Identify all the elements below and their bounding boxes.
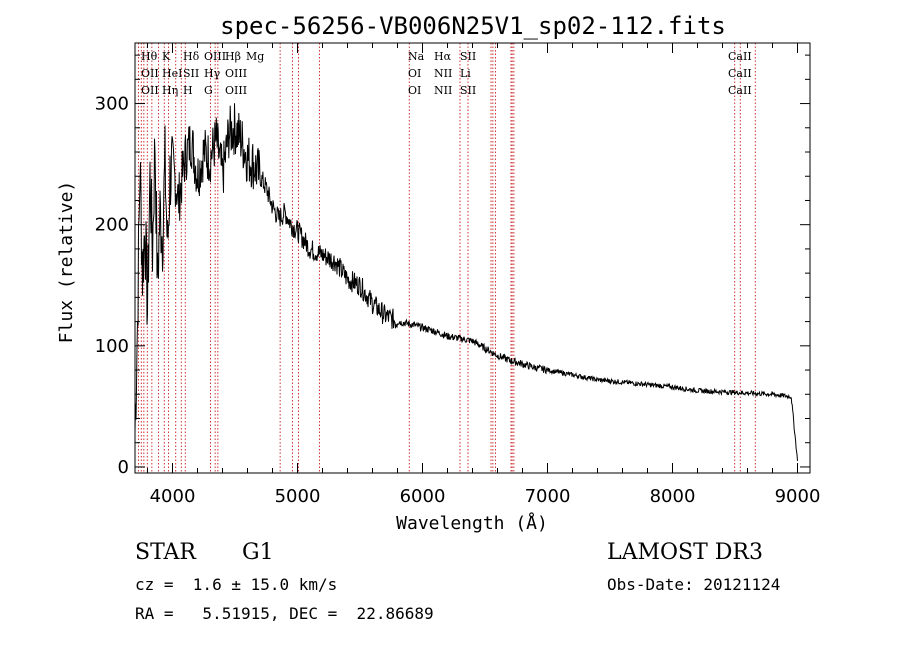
y-axis: 0 100 200 300 [95, 54, 810, 478]
survey-name: LAMOST DR3 [607, 540, 763, 565]
emission-line-label: OI [408, 67, 421, 80]
emission-line-label: Li [460, 67, 471, 80]
emission-line-label: Hγ [204, 67, 221, 80]
x-tick-label: 5000 [275, 486, 321, 507]
flux-series-line [134, 103, 798, 461]
emission-line-label: Hα [434, 50, 452, 63]
y-tick-label: 0 [118, 457, 129, 478]
emission-line-label: K [162, 50, 171, 63]
x-tick-label: 9000 [775, 486, 821, 507]
y-axis-label: Flux (relative) [56, 181, 77, 344]
emission-line-label: H [183, 84, 193, 97]
object-subclass: G1 [242, 540, 274, 565]
emission-line-label: Hη [162, 84, 178, 97]
y-tick-label: 100 [95, 336, 129, 357]
emission-line-label: Hβ [225, 50, 241, 63]
plot-frame [134, 42, 811, 474]
object-type: STAR [135, 540, 196, 565]
x-axis: 4000 5000 6000 7000 8000 9000 [147, 43, 821, 507]
emission-line-label: SII [460, 50, 476, 63]
emission-line-label: Hθ [141, 50, 158, 63]
x-tick-label: 4000 [150, 486, 196, 507]
emission-line-label: OIII [204, 50, 226, 63]
emission-line-label: NII [434, 67, 452, 80]
emission-line-label: NII [434, 84, 452, 97]
emission-line-label: OI [408, 84, 421, 97]
x-axis-label: Wavelength (Å) [396, 512, 548, 534]
emission-line-label: OIII [225, 84, 247, 97]
emission-line-label: Na [408, 50, 425, 63]
emission-line-label: SII [460, 84, 476, 97]
emission-line-label: CaII [728, 84, 752, 97]
redshift-readout: cz = 1.6 ± 15.0 km/s [135, 575, 338, 594]
x-tick-label: 7000 [525, 486, 571, 507]
emission-line-label: OII [141, 84, 159, 97]
x-tick-label: 6000 [400, 486, 446, 507]
emission-line-label: OIII [225, 67, 247, 80]
emission-line-label: SII [183, 67, 199, 80]
x-tick-label: 8000 [650, 486, 696, 507]
emission-line-label: CaII [728, 67, 752, 80]
emission-line-label: Hδ [183, 50, 200, 63]
emission-line-label: Mg [246, 50, 264, 63]
emission-line-label: G [204, 84, 213, 97]
y-tick-label: 200 [95, 215, 129, 236]
coordinates-readout: RA = 5.51915, DEC = 22.86689 [135, 604, 434, 623]
emission-line-label: HeI [162, 67, 182, 80]
emission-line-label: CaII [728, 50, 752, 63]
emission-line-label: OII [141, 67, 159, 80]
chart-title: spec-56256-VB006N25V1_sp02-112.fits [220, 12, 726, 40]
observation-date: Obs-Date: 20121124 [607, 575, 781, 594]
emission-line-markers [137, 43, 756, 473]
y-tick-label: 300 [95, 94, 129, 115]
